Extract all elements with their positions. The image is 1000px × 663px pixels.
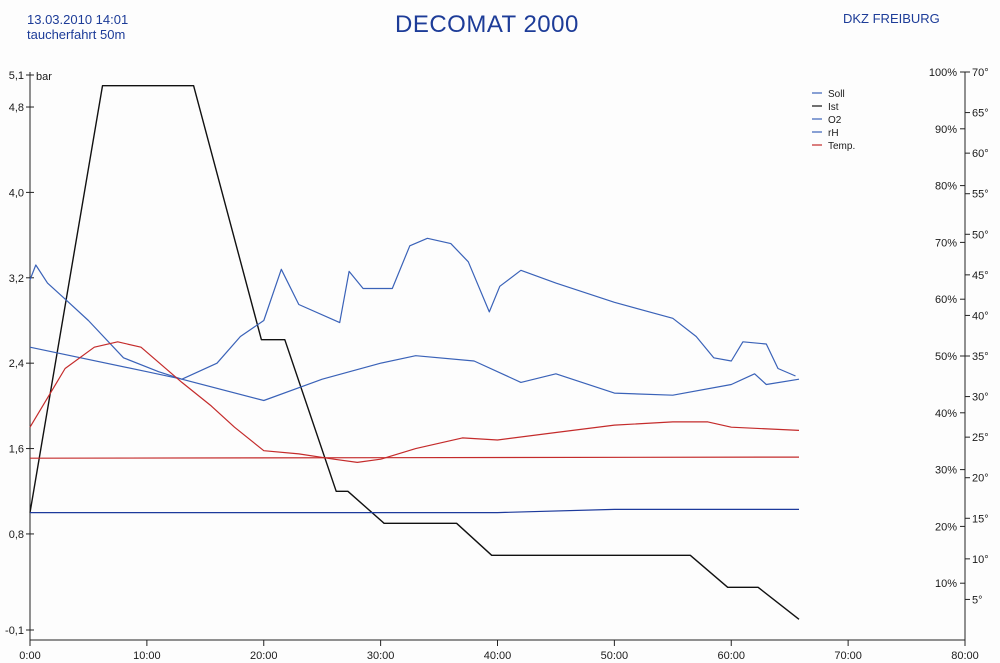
temp-tick-label: 25° <box>972 432 989 444</box>
series-line-temp <box>29 341 800 463</box>
y-tick-label: 2,4 <box>9 358 24 370</box>
temp-tick-label: 45° <box>972 270 989 282</box>
series-line-reference <box>29 456 800 459</box>
pct-tick-label: 80% <box>935 181 957 193</box>
temp-tick-label: 15° <box>972 513 989 525</box>
header-date: 13.03.2010 14:01 <box>27 12 129 27</box>
y-tick-label: 5,1 <box>9 70 24 82</box>
series-line-soll <box>30 508 799 514</box>
temp-tick-label: 35° <box>972 351 989 363</box>
temp-tick-label: 55° <box>972 189 989 201</box>
y-unit-label: bar <box>36 71 52 83</box>
x-tick-label: 40:00 <box>484 650 512 662</box>
legend-label: O2 <box>828 115 842 126</box>
temp-tick-label: 70° <box>972 67 989 79</box>
legend-label: Ist <box>828 102 839 113</box>
x-tick-label: 0:00 <box>19 650 40 662</box>
pct-tick-label: 90% <box>935 124 957 136</box>
legend-label: Temp. <box>828 141 855 152</box>
temp-tick-label: 50° <box>972 229 989 241</box>
y-tick-label: 4,0 <box>9 187 24 199</box>
temp-tick-label: 10° <box>972 554 989 566</box>
pct-tick-label: 10% <box>935 578 957 590</box>
series-line-rh <box>29 237 796 380</box>
legend-label: rH <box>828 128 839 139</box>
x-tick-label: 30:00 <box>367 650 395 662</box>
pct-tick-label: 60% <box>935 294 957 306</box>
x-tick-label: 80:00 <box>951 650 979 662</box>
pct-tick-label: 40% <box>935 408 957 420</box>
pct-tick-label: 20% <box>935 521 957 533</box>
x-tick-label: 20:00 <box>250 650 278 662</box>
temp-tick-label: 30° <box>972 392 989 404</box>
x-tick-label: 60:00 <box>717 650 745 662</box>
chart-title: DECOMAT 2000 <box>395 11 579 38</box>
y-tick-label: -0,1 <box>5 625 24 637</box>
pct-tick-label: 100% <box>929 67 957 79</box>
pct-tick-label: 70% <box>935 237 957 249</box>
x-tick-label: 10:00 <box>133 650 161 662</box>
pct-tick-label: 30% <box>935 465 957 477</box>
y-tick-label: 1,6 <box>9 444 24 456</box>
x-tick-label: 70:00 <box>834 650 862 662</box>
x-tick-label: 50:00 <box>601 650 629 662</box>
header-org: DKZ FREIBURG <box>843 11 940 26</box>
pct-tick-label: 50% <box>935 351 957 363</box>
header-subtitle: taucherfahrt 50m <box>27 27 126 42</box>
y-tick-label: 3,2 <box>9 273 24 285</box>
legend-label: Soll <box>828 89 845 100</box>
temp-tick-label: 5° <box>972 594 983 606</box>
series-line-o2 <box>29 346 800 402</box>
y-tick-label: 0,8 <box>9 529 24 541</box>
temp-tick-label: 60° <box>972 148 989 160</box>
temp-tick-label: 20° <box>972 473 989 485</box>
temp-tick-label: 65° <box>972 108 989 120</box>
temp-tick-label: 40° <box>972 310 989 322</box>
series-line-ist <box>29 84 800 620</box>
y-tick-label: 4,8 <box>9 102 24 114</box>
